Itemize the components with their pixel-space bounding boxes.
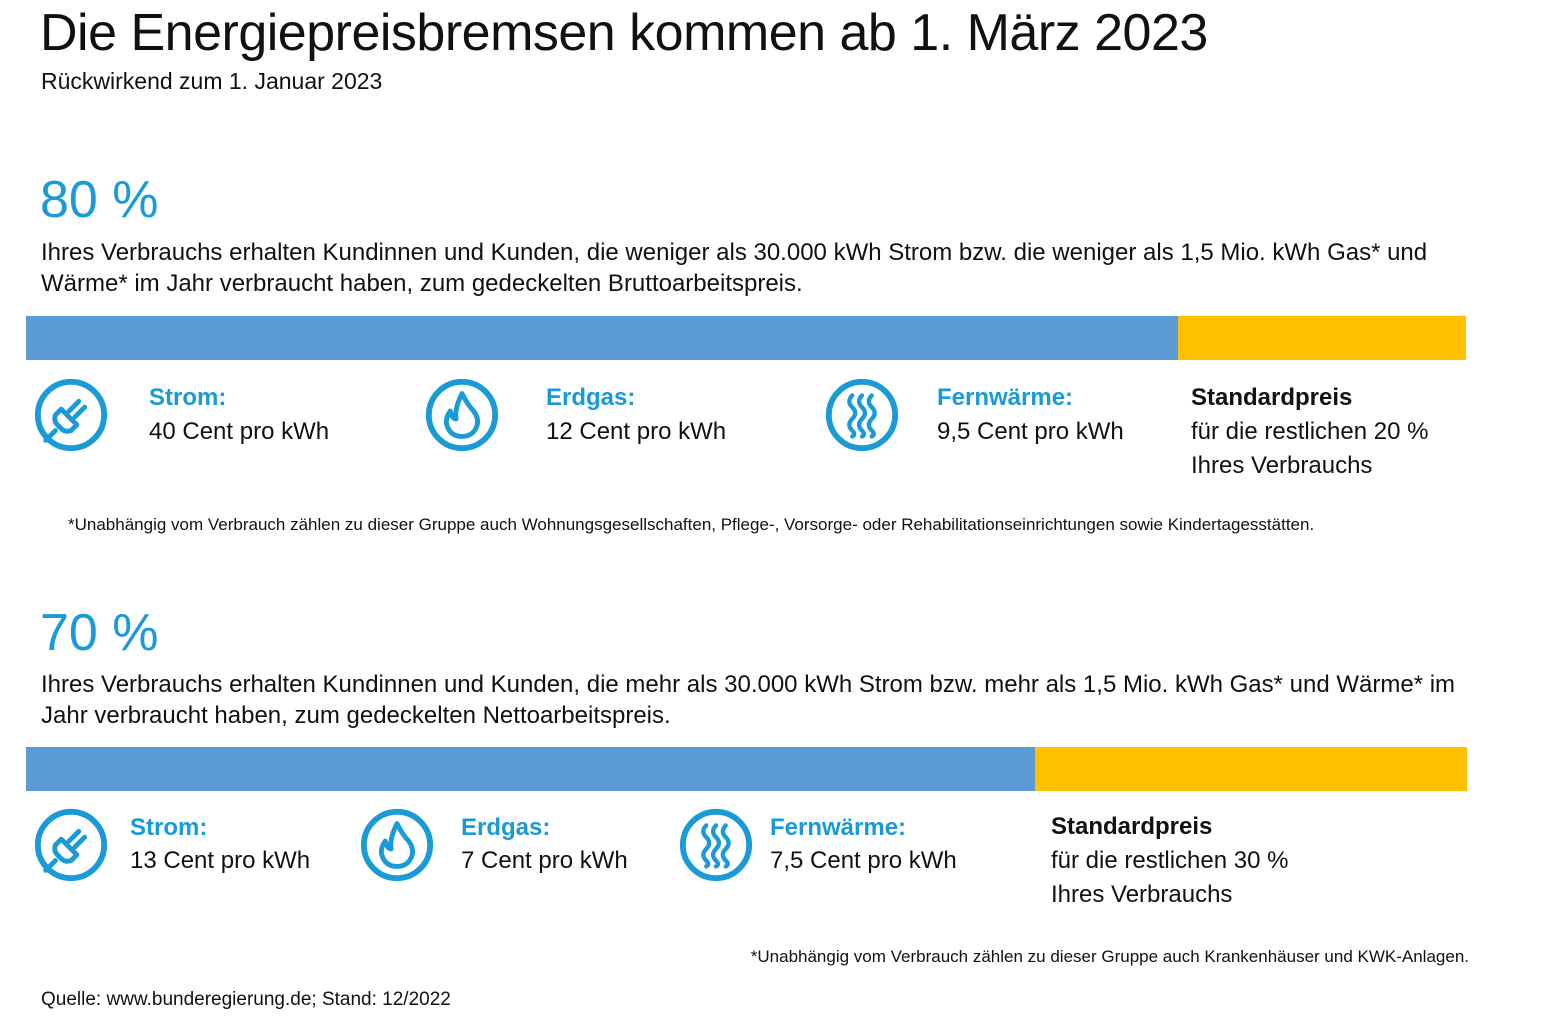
share-bar-capped [26, 316, 1178, 360]
share-bar-capped [26, 747, 1035, 791]
item-label: Strom: [130, 814, 208, 841]
standard-price-line: für die restlichen 30 % [1051, 847, 1289, 874]
plug-icon [32, 806, 110, 884]
standard-price-line: Ihres Verbrauchs [1191, 452, 1373, 479]
page-subtitle: Rückwirkend zum 1. Januar 2023 [41, 68, 383, 94]
heat-waves-icon [677, 806, 755, 884]
heat-waves-icon [823, 376, 901, 454]
item-value: 12 Cent pro kWh [546, 418, 727, 445]
source-note: Quelle: www.bunderegierung.de; Stand: 12… [41, 989, 451, 1010]
section-2-footnote: *Unabhängig vom Verbrauch zählen zu dies… [750, 947, 1469, 966]
share-bar-standard [1178, 316, 1466, 360]
item-label: Fernwärme: [770, 814, 907, 841]
standard-price-line: Ihres Verbrauchs [1051, 881, 1233, 908]
item-value: 13 Cent pro kWh [130, 847, 311, 874]
item-label: Erdgas: [546, 384, 636, 411]
section-1-description: Ihres Verbrauchs erhalten Kundinnen und … [41, 239, 1428, 297]
share-bar-standard [1034, 747, 1467, 791]
item-label: Erdgas: [461, 814, 551, 841]
section-2-share-bar [26, 747, 1467, 791]
item-value: 40 Cent pro kWh [149, 418, 330, 445]
section-2-description: Ihres Verbrauchs erhalten Kundinnen und … [41, 671, 1456, 729]
section-2-percent: 70 % [40, 604, 159, 662]
item-label: Fernwärme: [937, 384, 1074, 411]
standard-price-title: Standardpreis [1051, 813, 1213, 840]
flame-icon [423, 376, 501, 454]
item-value: 7,5 Cent pro kWh [770, 847, 957, 874]
standard-price-line: für die restlichen 20 % [1191, 418, 1429, 445]
page-title: Die Energiepreisbremsen kommen ab 1. Mär… [40, 4, 1208, 62]
item-value: 7 Cent pro kWh [461, 847, 628, 874]
section-1-footnote: *Unabhängig vom Verbrauch zählen zu dies… [68, 515, 1315, 534]
standard-price-title: Standardpreis [1191, 384, 1353, 411]
flame-icon [358, 806, 436, 884]
plug-icon [32, 376, 110, 454]
item-value: 9,5 Cent pro kWh [937, 418, 1124, 445]
section-1-percent: 80 % [40, 171, 159, 229]
section-1-share-bar [26, 316, 1466, 360]
item-label: Strom: [149, 384, 227, 411]
